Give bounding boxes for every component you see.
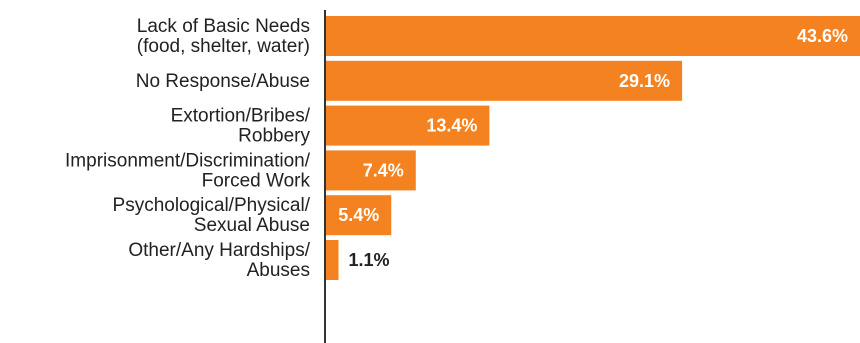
bars-group [325, 16, 860, 280]
category-label-line: Robbery [238, 126, 310, 147]
bar-1 [325, 60, 683, 101]
category-label-line: Lack of Basic Needs [137, 16, 310, 37]
category-label-line: No Response/Abuse [136, 71, 310, 92]
value-label-3: 7.4% [363, 160, 404, 180]
bar-5 [325, 240, 339, 280]
value-label-2: 13.4% [426, 116, 477, 136]
bar-2 [325, 105, 490, 146]
category-labels-group: Lack of Basic Needs (food, shelter, water… [65, 16, 311, 281]
category-label-4: Psychological/Physical/Sexual Abuse [113, 195, 311, 236]
bar-4 [325, 195, 392, 236]
category-label-1: No Response/Abuse [136, 71, 310, 92]
category-label-0: Lack of Basic Needs (food, shelter, water… [137, 16, 310, 57]
category-label-line: Sexual Abuse [194, 215, 310, 236]
category-label-line: Psychological/Physical/ [113, 195, 311, 216]
category-label-line: Forced Work [202, 170, 311, 191]
category-label-line: Imprisonment/Discrimination/ [65, 150, 311, 171]
bar-0 [325, 16, 860, 56]
value-label-5: 1.1% [348, 250, 389, 270]
category-label-line: (food, shelter, water) [137, 36, 310, 57]
value-labels-group: 43.6% 29.1% 13.4% 7.4% 5.4% 1.1% [338, 26, 848, 270]
value-label-4: 5.4% [338, 205, 379, 225]
category-label-2: Extortion/Bribes/Robbery [171, 106, 311, 147]
category-label-line: Other/Any Hardships/ [128, 240, 310, 261]
value-label-0: 43.6% [797, 26, 848, 46]
category-label-3: Imprisonment/Discrimination/Forced Work [65, 150, 311, 191]
value-label-1: 29.1% [619, 71, 670, 91]
category-label-line: Abuses [247, 260, 310, 281]
bar-3 [325, 150, 416, 191]
category-label-line: Extortion/Bribes/ [171, 106, 311, 127]
category-label-5: Other/Any Hardships/Abuses [128, 240, 310, 281]
